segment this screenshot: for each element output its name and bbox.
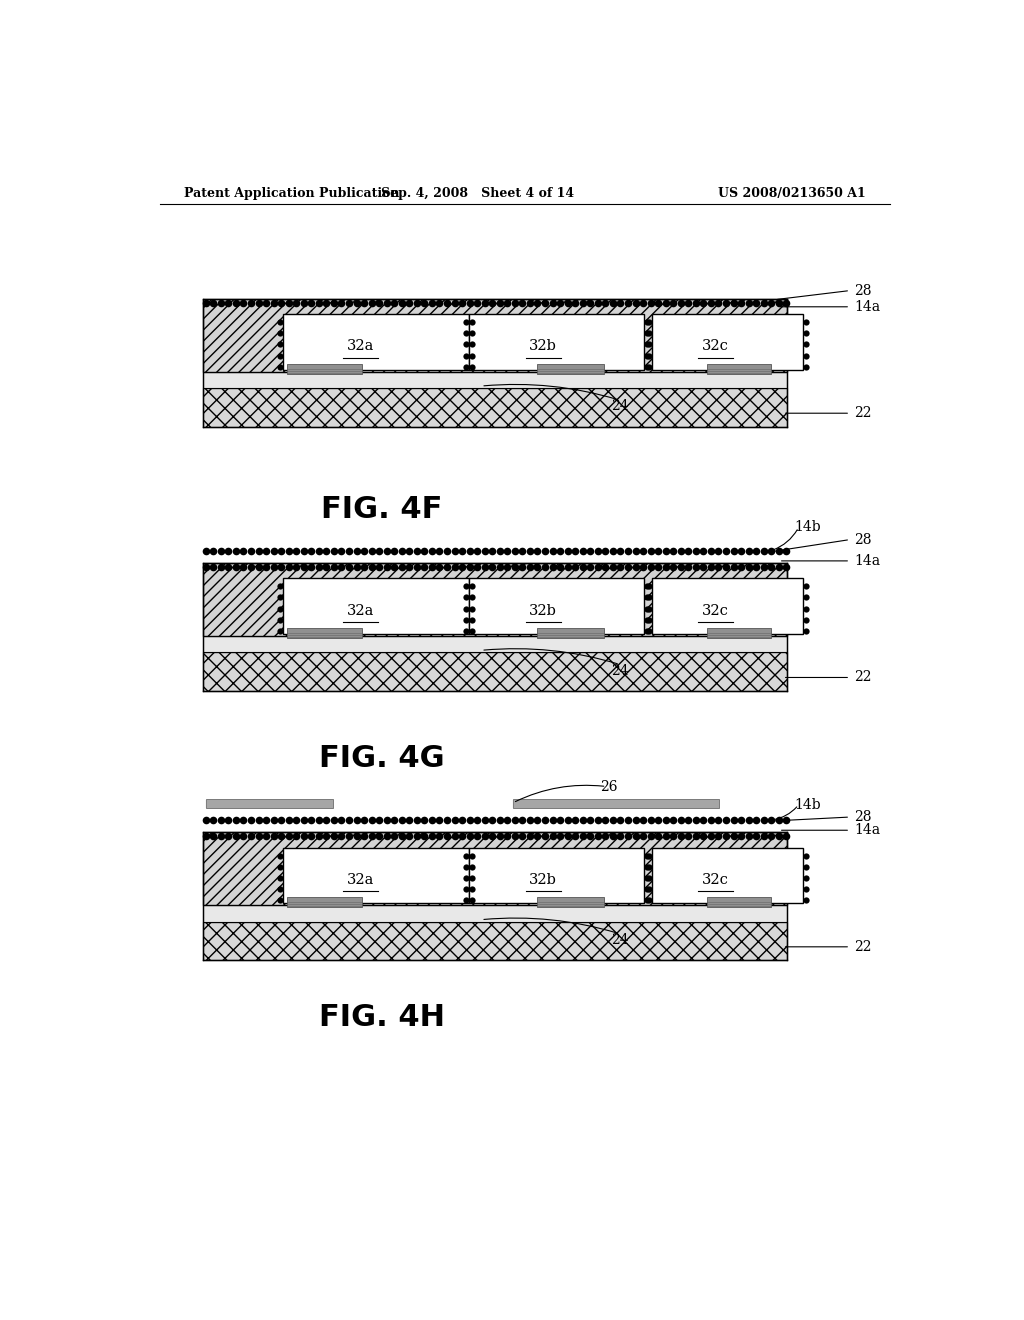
Text: 32c: 32c [701, 603, 729, 618]
Text: 14a: 14a [854, 300, 881, 314]
Bar [283, 847, 469, 903]
Bar [204, 652, 786, 690]
Text: 22: 22 [854, 940, 871, 954]
Bar [206, 799, 333, 808]
Bar [708, 628, 771, 638]
Bar [537, 898, 604, 907]
Text: 24: 24 [611, 664, 629, 677]
Bar [204, 906, 786, 921]
Text: US 2008/0213650 A1: US 2008/0213650 A1 [718, 187, 866, 201]
Text: Sep. 4, 2008   Sheet 4 of 14: Sep. 4, 2008 Sheet 4 of 14 [381, 187, 573, 201]
Bar [204, 833, 786, 906]
Text: 14b: 14b [795, 797, 821, 812]
Bar [204, 372, 786, 388]
Bar [651, 578, 803, 634]
Bar [708, 898, 771, 907]
Text: 22: 22 [854, 407, 871, 420]
Bar [469, 578, 644, 634]
Bar [537, 628, 604, 638]
Bar [287, 898, 362, 907]
Text: FIG. 4H: FIG. 4H [318, 1003, 445, 1032]
Text: Patent Application Publication: Patent Application Publication [183, 187, 399, 201]
Bar [283, 314, 469, 370]
Text: 26: 26 [600, 780, 617, 793]
Text: 24: 24 [611, 933, 629, 946]
Bar [287, 364, 362, 374]
Text: 22: 22 [854, 671, 871, 685]
Text: 32a: 32a [347, 339, 374, 354]
Text: 28: 28 [854, 284, 871, 297]
Text: 28: 28 [854, 810, 871, 824]
Bar [651, 314, 803, 370]
Text: 32a: 32a [347, 873, 374, 887]
Bar [469, 314, 644, 370]
Text: 32a: 32a [347, 603, 374, 618]
Text: 14b: 14b [795, 520, 821, 535]
Bar [204, 636, 786, 652]
Text: 32c: 32c [701, 873, 729, 887]
Text: 32c: 32c [701, 339, 729, 354]
Text: FIG. 4F: FIG. 4F [322, 495, 442, 524]
Text: 32b: 32b [529, 873, 557, 887]
Bar [469, 847, 644, 903]
Text: 32b: 32b [529, 339, 557, 354]
Bar [537, 364, 604, 374]
Text: 32b: 32b [529, 603, 557, 618]
Text: 24: 24 [611, 400, 629, 413]
Bar [708, 364, 771, 374]
Text: 14a: 14a [854, 554, 881, 568]
Bar [204, 921, 786, 961]
Bar [287, 628, 362, 638]
Text: 14a: 14a [854, 824, 881, 837]
Text: 28: 28 [854, 532, 871, 546]
Bar [513, 799, 719, 808]
Bar [651, 847, 803, 903]
Bar [204, 562, 786, 636]
Text: FIG. 4G: FIG. 4G [319, 743, 444, 772]
Bar [283, 578, 469, 634]
Bar [204, 388, 786, 426]
Bar [204, 298, 786, 372]
